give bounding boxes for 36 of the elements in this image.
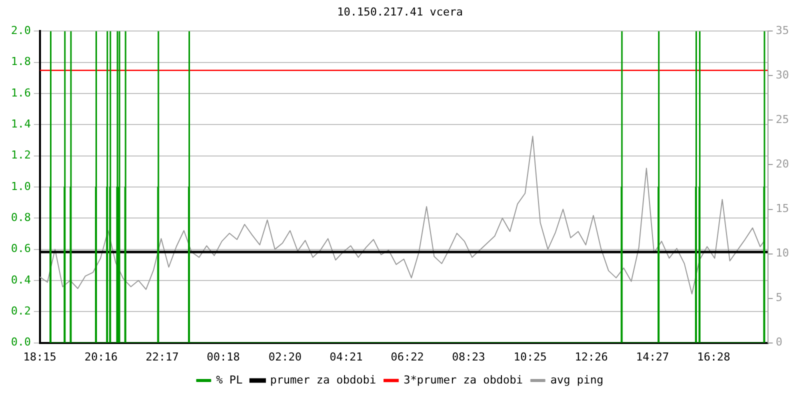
y-tick-label: 0.6 (10, 242, 31, 256)
y2-tick-label: 20 (776, 158, 790, 171)
y-tick-label: 1.2 (10, 148, 31, 162)
x-tick-label: 14:27 (636, 350, 670, 364)
legend-label: % PL (216, 373, 244, 386)
y-tick-label: 0.8 (10, 211, 31, 224)
chart-title: 10.150.217.41 vcera (337, 5, 463, 18)
y-tick-label: 1.4 (10, 118, 32, 131)
x-tick-label: 10:25 (514, 350, 547, 364)
y-tick-label: 0.0 (10, 336, 31, 349)
y2-tick-label: 35 (776, 24, 790, 38)
x-tick-label: 22:17 (146, 350, 179, 364)
legend-label: prumer za obdobi (270, 373, 376, 386)
y-tick-label: 0.4 (10, 273, 32, 286)
x-tick-label: 06:22 (390, 350, 424, 364)
y-tick-label: 1.8 (10, 55, 31, 68)
y2-tick-label: 0 (776, 336, 782, 349)
y-tick-label: 2.0 (10, 24, 31, 38)
x-tick-label: 18:15 (23, 350, 56, 364)
x-tick-label: 02:20 (268, 350, 302, 364)
x-tick-label: 20:16 (84, 350, 118, 364)
x-tick-label: 00:18 (206, 350, 240, 364)
y2-tick-label: 30 (776, 68, 790, 82)
y2-tick-label: 5 (776, 291, 782, 304)
y-tick-label: 1.0 (10, 180, 31, 193)
y2-tick-label: 15 (776, 202, 790, 216)
x-tick-label: 12:26 (574, 350, 608, 364)
y-tick-label: 1.6 (10, 86, 31, 100)
y2-tick-label: 25 (776, 113, 790, 126)
x-tick-label: 16:28 (697, 350, 730, 364)
y2-tick-label: 10 (776, 246, 790, 260)
y-tick-label: 0.2 (10, 304, 31, 318)
legend-label: avg ping (550, 373, 604, 386)
x-tick-label: 04:21 (330, 350, 363, 364)
legend-label: 3*prumer za obdobi (404, 373, 523, 386)
x-tick-label: 08:23 (452, 350, 486, 364)
